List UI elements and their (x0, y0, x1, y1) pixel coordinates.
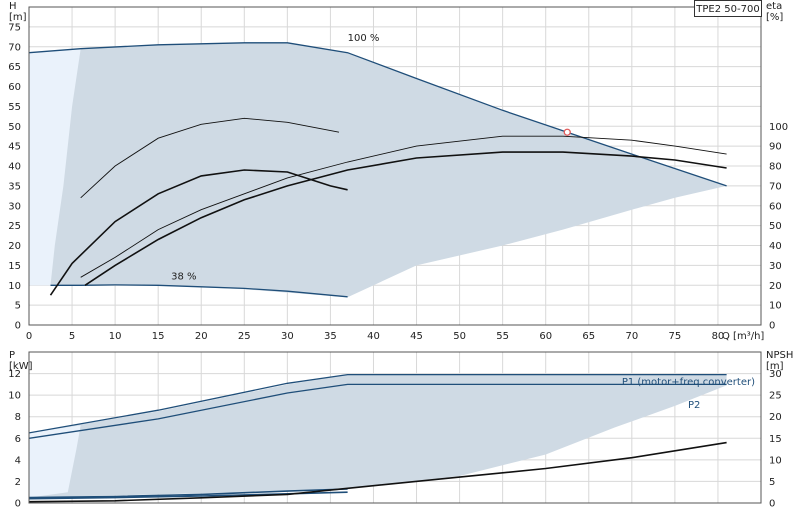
y-tick-label: 55 (8, 102, 21, 113)
power-curve (29, 373, 727, 434)
y-tick-label: 10 (8, 391, 21, 402)
x-tick-label: 30 (281, 331, 294, 342)
x-tick-label: 65 (582, 331, 595, 342)
bottom-envelope (29, 374, 727, 498)
y-tick-label: 30 (8, 201, 21, 212)
x-tick-label: 70 (625, 331, 638, 342)
y2-tick-label: 0 (769, 499, 775, 510)
curve-annotation: 100 % (348, 33, 380, 44)
y-tick-label: 0 (15, 499, 21, 510)
y-tick-label: 10 (8, 281, 21, 292)
x-tick-label: 35 (324, 331, 337, 342)
y2-tick-label: 0 (769, 321, 775, 332)
y2-axis-title: NPSH (766, 350, 793, 361)
y-tick-label: 45 (8, 142, 21, 153)
y-tick-label: 25 (8, 221, 21, 232)
y-tick-label: 70 (8, 42, 21, 53)
x-tick-label: 60 (539, 331, 552, 342)
y2-tick-label: 10 (769, 455, 782, 466)
operating-envelope (29, 42, 727, 298)
y-tick-label: 6 (15, 434, 21, 445)
plot-frames (28, 6, 762, 504)
y-tick-label: 35 (8, 181, 21, 192)
model-label: TPE2 50-700 (694, 0, 762, 17)
x-tick-label: 20 (195, 331, 208, 342)
bottom-curves (29, 373, 727, 503)
y-axis-title: H (9, 1, 17, 12)
power-curve (29, 488, 348, 499)
efficiency-curve (80, 117, 340, 199)
y2-tick-label: 70 (769, 181, 782, 192)
y-tick-label: 75 (8, 22, 21, 33)
x-tick-label: 25 (238, 331, 251, 342)
x-tick-label: 50 (453, 331, 466, 342)
y2-axis-title: eta (766, 1, 782, 12)
axis-labels: 0510152025303540455055606570750102030405… (8, 1, 793, 510)
y2-tick-label: 80 (769, 162, 782, 173)
x-tick-label: 40 (367, 331, 380, 342)
y2-tick-label: 30 (769, 261, 782, 272)
x-tick-label: 10 (109, 331, 122, 342)
npsh-curve (29, 441, 727, 503)
y2-axis-unit: [m] (766, 361, 784, 372)
power-curve (29, 383, 727, 439)
low-speed-region (29, 48, 81, 286)
y2-tick-label: 10 (769, 301, 782, 312)
x-tick-label: 80 (712, 331, 725, 342)
top-envelope (29, 42, 727, 298)
low-speed-region (29, 425, 81, 498)
y-tick-label: 15 (8, 261, 21, 272)
y-tick-label: 65 (8, 62, 21, 73)
y2-tick-label: 25 (769, 391, 782, 402)
y-tick-label: 50 (8, 122, 21, 133)
x-tick-label: 45 (410, 331, 423, 342)
y2-tick-label: 15 (769, 434, 782, 445)
y-axis-unit: [m] (9, 12, 27, 23)
y2-tick-label: 5 (769, 477, 775, 488)
y-tick-label: 0 (15, 321, 21, 332)
x-axis-title: Q [m³/h] (722, 331, 764, 342)
y-axis-unit: [kW] (9, 361, 33, 372)
y2-tick-label: 60 (769, 201, 782, 212)
y2-tick-label: 90 (769, 142, 782, 153)
y2-tick-label: 100 (769, 122, 788, 133)
series-label-p1: P1 (motor+freq.converter) (622, 377, 755, 388)
y-tick-label: 4 (15, 455, 21, 466)
top-curves (29, 42, 727, 298)
y-tick-label: 60 (8, 82, 21, 93)
efficiency-curve (80, 135, 727, 278)
head-curve (29, 42, 727, 187)
bottom-plot-frame (28, 351, 762, 504)
y-axis-title: P (9, 350, 15, 361)
y2-tick-label: 50 (769, 221, 782, 232)
y-tick-label: 12 (8, 369, 21, 380)
y-tick-label: 5 (15, 301, 21, 312)
y-tick-label: 20 (8, 241, 21, 252)
power-envelope (29, 374, 727, 498)
power-curve (29, 491, 348, 500)
y2-tick-label: 40 (769, 241, 782, 252)
y-tick-label: 2 (15, 477, 21, 488)
y2-tick-label: 30 (769, 369, 782, 380)
y2-tick-label: 20 (769, 281, 782, 292)
top-plot-frame (28, 6, 762, 326)
y-tick-label: 40 (8, 162, 21, 173)
x-tick-label: 55 (496, 331, 509, 342)
curve-annotation: 38 % (171, 271, 196, 282)
series-label-p2: P2 (688, 400, 700, 411)
y2-tick-label: 20 (769, 412, 782, 423)
efficiency-curve (49, 169, 348, 296)
y2-axis-unit: [%] (766, 12, 783, 23)
x-tick-label: 5 (69, 331, 75, 342)
efficiency-curve (84, 151, 727, 286)
y-tick-label: 8 (15, 412, 21, 423)
x-tick-label: 0 (26, 331, 32, 342)
x-tick-label: 75 (669, 331, 682, 342)
x-tick-label: 15 (152, 331, 165, 342)
duty-point-marker (563, 128, 571, 136)
